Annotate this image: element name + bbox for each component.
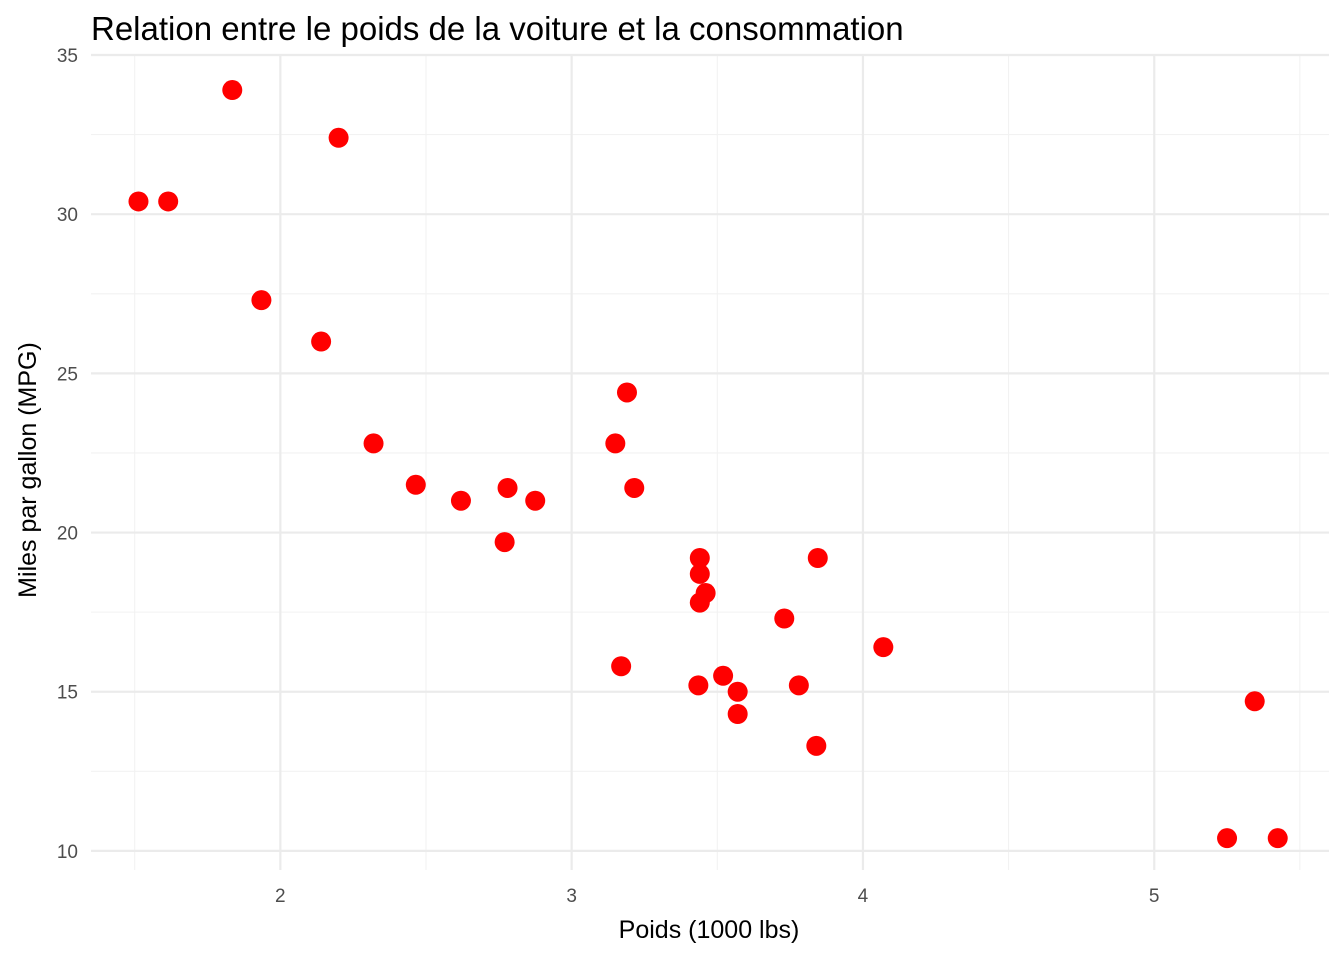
data-point [713, 665, 734, 686]
y-tick-label: 20 [57, 524, 78, 545]
x-axis-ticks: 2 3 4 5 [275, 886, 1159, 907]
y-tick-label: 15 [57, 683, 78, 704]
data-point [128, 191, 149, 212]
y-axis-ticks: 10 15 20 25 30 35 [57, 46, 78, 863]
data-point [788, 675, 809, 696]
y-axis-title: Miles par gallon (MPG) [14, 342, 42, 598]
data-point [774, 608, 795, 629]
data-point [624, 477, 645, 498]
x-tick-label: 2 [275, 886, 286, 907]
data-point [616, 382, 637, 403]
data-point [363, 433, 384, 454]
data-point [688, 675, 709, 696]
data-point [689, 592, 710, 613]
data-point [497, 477, 518, 498]
y-tick-label: 30 [57, 205, 78, 226]
data-point [311, 331, 332, 352]
data-point [807, 548, 828, 569]
data-point [806, 735, 827, 756]
data-point [1217, 828, 1238, 849]
x-tick-label: 5 [1149, 886, 1160, 907]
data-point [494, 532, 515, 553]
data-point [873, 637, 894, 658]
data-point [611, 656, 632, 677]
x-axis-title: Poids (1000 lbs) [619, 916, 800, 944]
grid [91, 53, 1329, 870]
data-point [328, 127, 349, 148]
y-tick-label: 35 [57, 46, 78, 67]
data-point [727, 704, 748, 725]
x-tick-label: 4 [858, 886, 869, 907]
y-tick-label: 10 [57, 842, 78, 863]
data-points [128, 80, 1288, 849]
y-tick-label: 25 [57, 364, 78, 385]
data-point [251, 290, 272, 311]
chart-title: Relation entre le poids de la voiture et… [91, 10, 904, 47]
data-point [1244, 691, 1265, 712]
data-point [450, 490, 471, 511]
data-point [405, 474, 426, 495]
data-point [727, 681, 748, 702]
data-point [525, 490, 546, 511]
x-tick-label: 3 [566, 886, 577, 907]
data-point [605, 433, 626, 454]
data-point [158, 191, 179, 212]
data-point [222, 80, 243, 101]
data-point [689, 548, 710, 569]
data-point [689, 563, 710, 584]
data-point [1267, 828, 1288, 849]
